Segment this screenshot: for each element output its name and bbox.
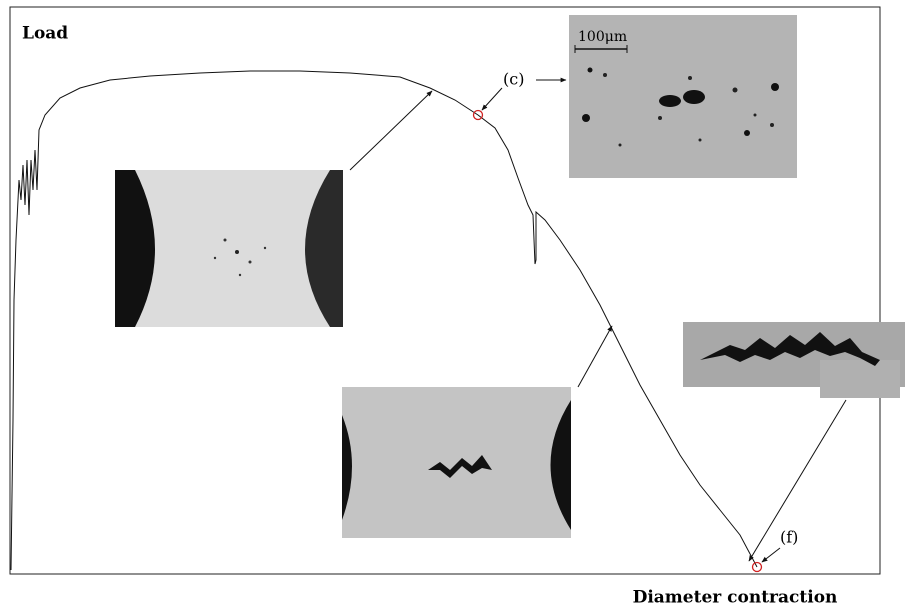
page: Load Diameter contraction 100μm (c) [0,0,908,610]
arrow [482,88,502,110]
y-axis-label: Load [22,24,68,44]
scale-bar-label: 100μm [578,29,627,45]
arrow [762,548,780,562]
label-c: (c) [503,70,524,89]
micrograph-3 [683,322,905,398]
label-f: (f) [780,528,798,547]
micrograph-1 [115,170,343,327]
x-axis-label: Diameter contraction [633,588,838,608]
micrograph-c: 100μm [569,15,797,178]
figure: Load Diameter contraction 100μm (c) [0,0,908,610]
arrow [350,91,432,170]
arrow [578,326,612,387]
micrograph-2 [342,387,571,538]
